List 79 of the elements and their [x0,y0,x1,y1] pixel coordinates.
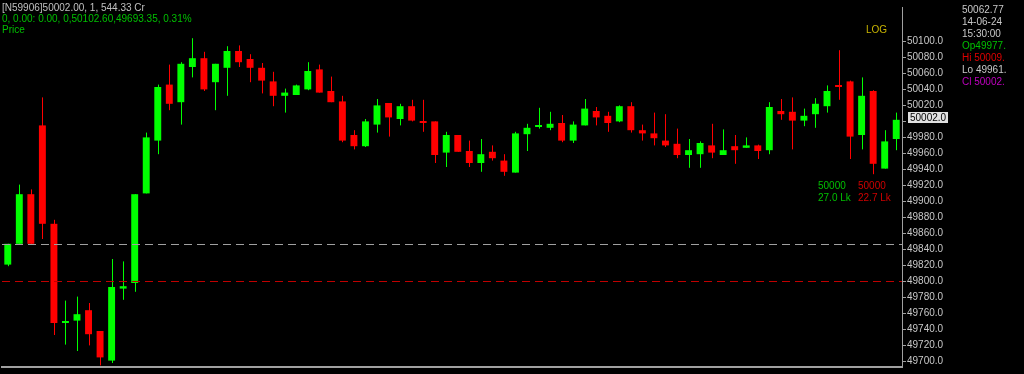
y-tick-label: 49960.0 [907,147,944,159]
text: Hi 50009. [962,52,1005,63]
candlestick [269,71,277,107]
y-tick-label: 50020.0 [907,99,944,111]
candlestick [592,106,600,126]
y-tick-label: 49940.0 [907,163,944,175]
candlestick [315,64,323,94]
text: 50062.77 [962,4,1004,15]
y-tick-label: 49840.0 [907,243,944,255]
candlestick [350,129,358,150]
y-tick-label: 49800.0 [907,275,944,287]
candlestick [627,101,635,134]
candlestick [777,98,785,121]
y-tick-label: 50040.0 [907,83,944,95]
text: 50002.0 [908,112,949,123]
candlestick [835,49,842,101]
candlestick [731,134,739,165]
y-tick-label: 49880.0 [907,211,944,223]
text: Cl 50002. [962,76,1005,87]
candlestick [581,98,589,126]
y-tick-label: 49860.0 [907,227,944,239]
candlestick [85,302,92,346]
candlestick [73,296,81,352]
candlestick [327,76,335,103]
candlestick [604,111,612,133]
candlestick [165,64,173,111]
y-tick-label: 49780.0 [907,291,944,303]
y-tick-label: 49820.0 [907,259,944,271]
y-tick-label: 50060.0 [907,67,944,79]
candlestick [685,138,692,169]
candlestick [558,114,566,143]
y-tick-label: 49740.0 [907,323,944,335]
text: Lo 49961. [962,64,1007,75]
candlestick [569,120,577,144]
text: Op49977. [962,40,1006,51]
candlestick [696,140,704,169]
annotation: 50000 [818,180,846,191]
candlestick [396,103,404,126]
y-tick-label: 49760.0 [907,307,944,319]
candlestick [62,300,69,346]
candlestick [892,112,900,151]
candlestick [719,128,727,156]
candlestick [281,88,289,114]
candlestick [812,97,819,129]
y-tick-label: 50080.0 [907,51,944,63]
candlestick [650,112,658,146]
candlestick [546,111,554,131]
candlestick [708,123,716,159]
candlestick [477,138,485,173]
candlestick [212,63,219,111]
candlestick [419,99,427,133]
candlestick [258,62,266,94]
text: 14-06-24 [962,16,1003,27]
y-tick-label: 49980.0 [907,131,944,143]
candlestick [385,102,392,138]
text: 15:30:00 [962,28,1001,39]
y-tick-label: 49720.0 [907,339,944,351]
candlestick [465,140,473,168]
y-tick-label: 49920.0 [907,179,944,191]
candlestick [500,153,508,177]
candlestick [373,98,381,134]
candlestick [788,96,796,150]
candlestick [246,53,254,83]
candlestick [442,131,450,168]
y-tick-label: 49700.0 [907,355,944,367]
annotation: LOG [866,24,888,35]
y-tick-label: 50100.0 [907,35,944,47]
annotation: [N59906]50002.00, 1, 544.33 Cr [2,2,145,13]
candlestick [535,107,542,130]
candlestick [188,37,196,78]
annotation: 0, 0.00: 0.00, 0,50102.60,49693.35, 0.31% [2,13,192,24]
candlestick [235,44,242,68]
annotation: Price [2,24,25,35]
candlestick [119,260,127,301]
y-tick-label: 49900.0 [907,195,944,207]
candlestick [304,61,312,91]
annotation: 22.7 Lk [858,192,891,203]
annotation: 50000 [858,180,886,191]
annotation: 27.0 Lk [818,192,851,203]
